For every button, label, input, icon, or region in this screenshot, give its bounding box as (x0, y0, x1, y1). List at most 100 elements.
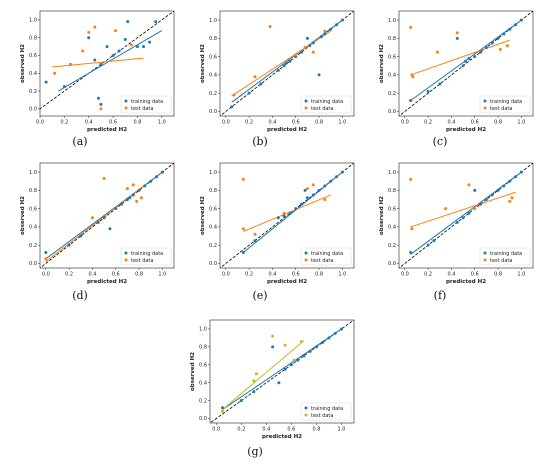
y-tick-label: 0.8 (29, 188, 37, 194)
legend-label: training data (311, 406, 343, 412)
training-point (317, 73, 321, 77)
training-point (461, 64, 465, 68)
training-point (111, 53, 115, 57)
training-point (461, 216, 465, 220)
legend-marker (483, 251, 487, 255)
test-point (241, 227, 245, 231)
training-point (305, 196, 309, 200)
training-point (67, 243, 71, 247)
legend-box (479, 95, 531, 114)
y-tick-label: 0.8 (29, 35, 37, 41)
test-point (311, 50, 315, 54)
test-point (292, 358, 296, 362)
test-point (135, 199, 139, 203)
training-point (323, 32, 327, 36)
x-tick-label: 0.4 (85, 120, 93, 126)
training-point (241, 250, 245, 254)
training-point (335, 23, 339, 27)
y-tick-label: 0.0 (388, 261, 396, 267)
y-tick-label: 0.0 (29, 261, 37, 267)
x-tick-label: 0.0 (401, 120, 409, 126)
test-point (114, 29, 118, 33)
legend-marker (483, 106, 487, 110)
training-point (160, 170, 164, 174)
identity-line (210, 320, 354, 423)
y-tick-label: 0.8 (388, 36, 396, 42)
test-point (129, 43, 133, 47)
x-tick-label: 0.2 (245, 120, 253, 126)
x-tick-label: 0.6 (287, 427, 295, 433)
training-point (455, 220, 459, 224)
panel-b: 0.0 0.2 0.4 0.6 0.8 1.0 0.0 0.2 0.4 0.6 0.8 1.0 pred… (200, 10, 355, 133)
test-point (81, 49, 85, 53)
test-point (323, 198, 327, 202)
test-point (252, 379, 256, 383)
training-point (329, 27, 333, 31)
x-tick-label: 0.8 (133, 120, 141, 126)
x-axis-label: predicted H2 (87, 279, 127, 285)
fit-line (58, 30, 163, 92)
training-point (300, 202, 304, 206)
identity-line (40, 163, 174, 268)
training-point (335, 175, 339, 179)
y-tick-label: 0.6 (209, 54, 217, 60)
test-point (323, 29, 327, 33)
test-point (409, 25, 413, 29)
training-point (339, 327, 343, 331)
x-tick-label: 0.8 (312, 427, 320, 433)
legend-label: training data (311, 99, 343, 105)
legend-marker (304, 413, 308, 417)
fit-line (52, 57, 144, 68)
legend-label: test data (131, 258, 153, 264)
y-tick-label: 0.0 (388, 109, 396, 115)
training-point (44, 80, 48, 84)
y-tick-label: 0.4 (29, 225, 37, 231)
x-tick-label: 0.6 (471, 272, 479, 278)
legend-label: test data (311, 258, 333, 264)
y-tick-label: 0.6 (388, 54, 396, 60)
legend-box (300, 402, 352, 421)
training-point (252, 390, 256, 394)
y-tick-label: 0.2 (29, 89, 37, 95)
legend-label: test data (490, 258, 512, 264)
training-point (259, 82, 263, 86)
training-point (323, 184, 327, 188)
legend-box (300, 95, 352, 114)
x-tick-label: 1.0 (158, 272, 166, 278)
y-tick-label: 0.0 (209, 109, 217, 115)
x-axis-label: predicted H2 (267, 127, 307, 133)
training-point (283, 367, 287, 371)
training-point (340, 18, 344, 22)
training-point (96, 96, 100, 100)
test-point (505, 44, 509, 48)
training-point (149, 179, 153, 183)
y-axis-label: observed H2 (20, 196, 26, 235)
training-point (125, 198, 129, 202)
legend-label: training data (131, 99, 163, 105)
training-point (463, 59, 467, 63)
y-tick-label: 1.0 (29, 170, 37, 176)
x-tick-label: 0.8 (494, 272, 502, 278)
legend-marker (304, 106, 308, 110)
legend-label: training data (311, 251, 343, 257)
legend-box (120, 95, 172, 114)
y-tick-label: 1.0 (199, 327, 207, 333)
x-tick-label: 0.2 (424, 272, 432, 278)
y-axis-label: observed H2 (379, 44, 385, 83)
y-tick-label: 0.4 (388, 225, 396, 231)
y-tick-label: 0.2 (388, 243, 396, 249)
x-tick-label: 0.2 (60, 120, 68, 126)
training-point (96, 220, 100, 224)
panel-c: 0.0 0.2 0.4 0.6 0.8 1.0 0.0 0.2 0.4 0.6 0.8 1.0 pred… (379, 10, 534, 133)
training-point (479, 50, 483, 54)
training-point (296, 358, 300, 362)
training-point (135, 45, 139, 49)
training-point (473, 55, 477, 59)
training-point (311, 41, 315, 45)
training-point (143, 184, 147, 188)
legend-label: training data (490, 251, 522, 257)
test-point (93, 25, 97, 29)
training-point (117, 49, 121, 53)
y-axis-label: observed H2 (20, 44, 26, 83)
